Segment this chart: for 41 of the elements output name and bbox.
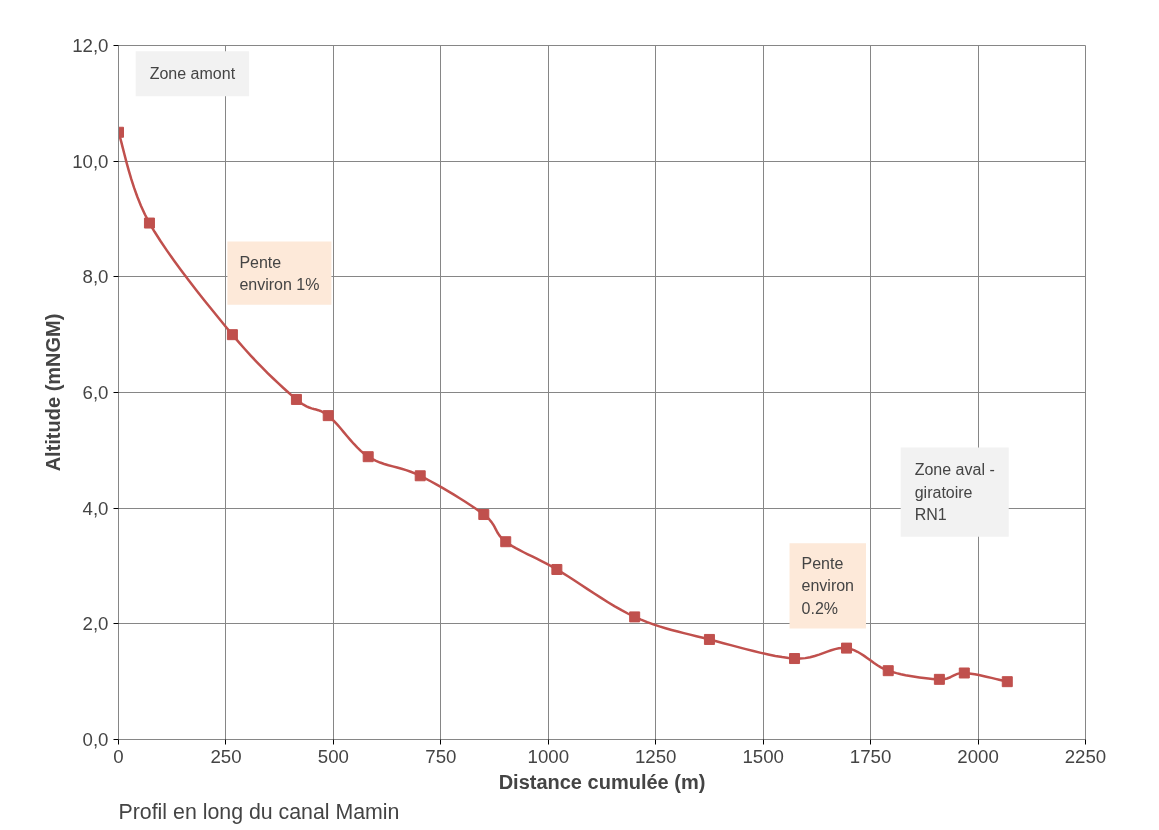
annotation: Pente environ 1% xyxy=(239,253,320,293)
annotation: Zone aval - giratoire RN1 xyxy=(914,461,995,523)
point xyxy=(933,673,945,685)
y-axis-title: Altitude (mNGM) xyxy=(42,313,65,472)
y-tick-label: 12,0 xyxy=(72,35,109,56)
y-tick-label: 6,0 xyxy=(82,382,109,403)
point xyxy=(414,470,426,482)
point xyxy=(478,509,490,521)
annotation: Zone amont xyxy=(149,65,236,83)
y-tick-label: 4,0 xyxy=(82,497,109,519)
point xyxy=(958,667,970,679)
x-tick-label: 1500 xyxy=(742,745,784,767)
point xyxy=(143,217,155,229)
x-tick-label: 250 xyxy=(210,745,242,767)
point xyxy=(629,611,641,623)
y-tick-label: 10,0 xyxy=(72,150,109,172)
y-tick-label: 0,0 xyxy=(82,729,109,750)
x-tick-label: 750 xyxy=(425,745,457,767)
x-tick-label: 1000 xyxy=(527,745,570,767)
x-tick-label: 1750 xyxy=(849,745,892,767)
point xyxy=(703,633,715,645)
y-tick-label: 8,0 xyxy=(82,266,109,288)
point xyxy=(500,536,512,548)
y-tick-label: 2,0 xyxy=(82,613,109,635)
point xyxy=(362,451,374,463)
x-tick-label: 2250 xyxy=(1064,745,1107,767)
x-tick-label: 500 xyxy=(317,745,349,767)
point xyxy=(551,563,563,575)
x-tick-label: 2000 xyxy=(957,745,999,767)
x-tick-label: 1250 xyxy=(634,745,677,767)
point xyxy=(841,642,853,654)
point xyxy=(789,653,801,665)
text: Profil en long du canal Mamin xyxy=(118,800,400,824)
point xyxy=(226,329,238,341)
point xyxy=(290,393,302,405)
point xyxy=(322,410,334,422)
x-tick-label: 0 xyxy=(113,745,124,767)
point xyxy=(1001,676,1013,688)
point xyxy=(882,665,894,677)
annotation: Pente environ 0.2% xyxy=(801,555,855,617)
x-axis-title: Distance cumulée (m) xyxy=(498,770,706,793)
